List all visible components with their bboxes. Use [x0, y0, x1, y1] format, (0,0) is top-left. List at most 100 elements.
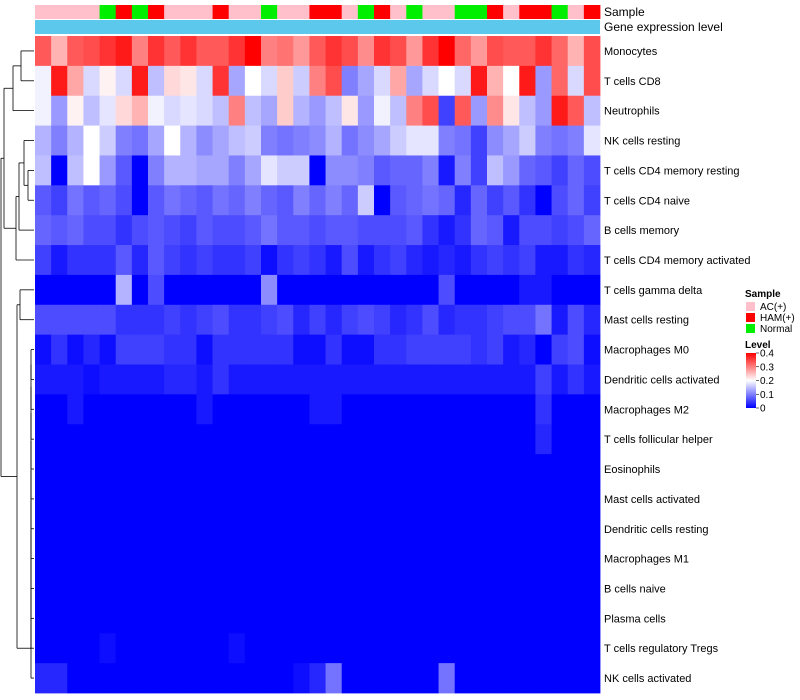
heatmap-cell: [519, 304, 536, 336]
heatmap-cell: [309, 364, 326, 395]
heatmap-cell: [228, 663, 246, 694]
heatmap-cell: [67, 633, 84, 664]
heatmap-cell: [519, 364, 536, 395]
heatmap-cell: [244, 513, 262, 545]
heatmap-cell: [406, 663, 423, 694]
sample-annotation-cell: [83, 5, 100, 19]
heatmap-cell: [374, 245, 391, 276]
heatmap-cell: [422, 483, 439, 515]
heatmap-cell: [35, 663, 52, 694]
heatmap-cell: [148, 424, 165, 455]
heatmap-cell: [35, 364, 52, 395]
heatmap-cell: [212, 663, 230, 694]
heatmap-cell: [503, 454, 520, 485]
heatmap-cell: [357, 543, 375, 574]
heatmap-cell: [99, 274, 117, 306]
heatmap-cell: [244, 573, 262, 604]
heatmap-cell: [438, 394, 456, 425]
heatmap-cell: [261, 513, 278, 545]
heatmap-cell: [244, 603, 262, 634]
heatmap-cell: [212, 483, 230, 515]
heatmap-cell: [309, 424, 326, 455]
sample-annotation-cell: [293, 5, 310, 19]
heatmap-cell: [470, 245, 488, 276]
heatmap-cell: [293, 424, 310, 455]
heatmap-cell: [519, 215, 536, 246]
heatmap-cell: [406, 573, 423, 604]
legend-level-tick-label: 0.2: [760, 376, 774, 387]
heatmap-cell: [309, 334, 326, 365]
heatmap-cell: [325, 65, 343, 97]
heatmap-cell: [487, 125, 504, 156]
heatmap-cell: [244, 245, 262, 276]
heatmap-cell: [164, 603, 181, 634]
heatmap-cell: [567, 245, 585, 276]
heatmap-cell: [196, 334, 213, 365]
legend-label-ac: AC(+): [760, 302, 786, 313]
heatmap-cell: [148, 95, 165, 126]
heatmap-cell: [228, 394, 246, 425]
heatmap-cell: [83, 215, 100, 246]
heatmap-cell: [196, 65, 213, 97]
heatmap-cell: [325, 274, 343, 306]
heatmap-cell: [535, 633, 552, 664]
heatmap-cell: [454, 513, 472, 545]
heatmap-cell: [131, 483, 149, 515]
heatmap-cell: [164, 304, 181, 336]
heatmap-cell: [83, 603, 100, 634]
heatmap-cell: [228, 633, 246, 664]
heatmap-cell: [374, 65, 391, 97]
heatmap-cell: [228, 603, 246, 634]
heatmap-cell: [535, 125, 552, 156]
heatmap-cell: [244, 65, 262, 97]
heatmap-cell: [519, 185, 536, 216]
heatmap-cell: [196, 394, 213, 425]
heatmap-cell: [148, 245, 165, 276]
heatmap-cell: [438, 483, 456, 515]
heatmap-cell: [131, 543, 149, 574]
heatmap-cell: [244, 185, 262, 216]
heatmap-cell: [535, 364, 552, 395]
heatmap-cell: [180, 663, 197, 694]
heatmap-cell: [51, 65, 68, 97]
heatmap-cell: [422, 424, 439, 455]
heatmap-cell: [83, 513, 100, 545]
heatmap-cell: [277, 364, 294, 395]
heatmap-cell: [583, 334, 601, 365]
heatmap-cell: [406, 603, 423, 634]
heatmap-cell: [487, 663, 504, 694]
heatmap-cells: [35, 36, 601, 694]
heatmap-cell: [551, 274, 569, 306]
heatmap-cell: [487, 364, 504, 395]
heatmap-cell: [180, 65, 197, 97]
heatmap-cell: [406, 274, 423, 306]
heatmap-cell: [503, 573, 520, 604]
heatmap-cell: [567, 603, 585, 634]
heatmap-cell: [35, 394, 52, 425]
heatmap-cell: [341, 95, 359, 126]
heatmap-cell: [261, 125, 278, 156]
heatmap-cell: [99, 334, 117, 365]
heatmap-cell: [148, 483, 165, 515]
heatmap-cell: [438, 513, 456, 545]
heatmap-cell: [567, 215, 585, 246]
heatmap-cell: [406, 65, 423, 97]
heatmap-cell: [309, 185, 326, 216]
heatmap-cell: [244, 364, 262, 395]
heatmap-cell: [551, 513, 569, 545]
heatmap-cell: [148, 274, 165, 306]
heatmap-cell: [390, 483, 407, 515]
heatmap-cell: [277, 513, 294, 545]
heatmap-cell: [180, 573, 197, 604]
legend-level-ticks: 0.4 0.3 0.2 0.1 0: [756, 349, 774, 415]
heatmap-cell: [503, 95, 520, 126]
heatmap-cell: [83, 304, 100, 336]
heatmap-cell: [99, 364, 117, 395]
heatmap-cell: [357, 573, 375, 604]
heatmap-cell: [390, 185, 407, 216]
heatmap-cell: [115, 543, 133, 574]
heatmap-cell: [83, 245, 100, 276]
heatmap-cell: [99, 65, 117, 97]
heatmap-cell: [164, 394, 181, 425]
heatmap-cell: [422, 215, 439, 246]
